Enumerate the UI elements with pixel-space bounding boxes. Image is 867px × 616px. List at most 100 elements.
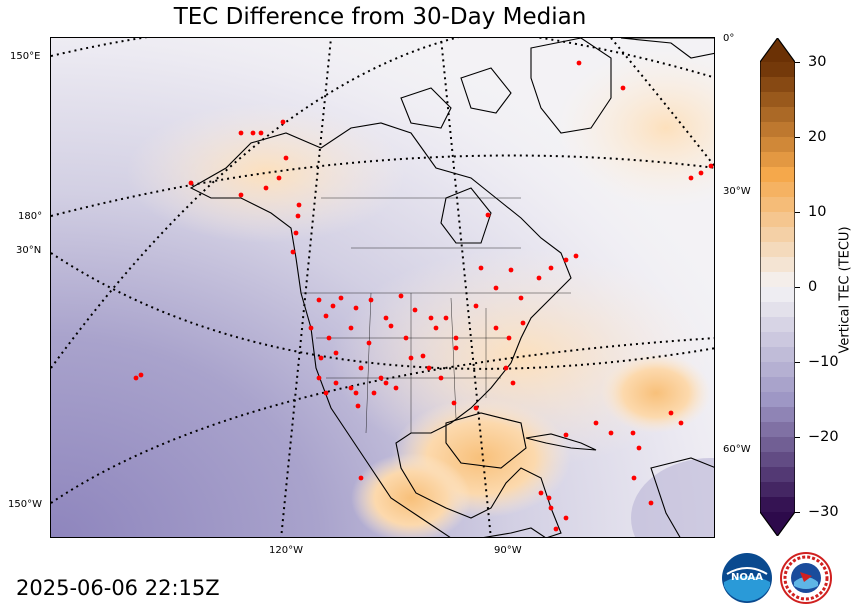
station-marker [563,515,569,521]
station-marker [403,335,409,341]
station-marker [333,380,339,386]
station-marker [412,307,418,313]
station-marker [473,303,479,309]
colorbar-max-fill [760,38,795,62]
nws-logo [780,552,832,604]
station-marker [353,305,359,311]
colorbar-tick-label: −10 [808,354,839,370]
colorbar-min-extension [760,511,795,536]
colorbar-tick-mark [795,437,800,438]
colorbar-band [760,182,795,198]
noaa-logo: NOAA [722,553,772,603]
colorbar-band [760,407,795,423]
political-boundaries [301,197,571,434]
station-marker [493,285,499,291]
station-marker [383,315,389,321]
colorbar-band [760,287,795,303]
station-marker [608,430,614,436]
station-marker [366,340,372,346]
station-marker [333,350,339,356]
station-marker [548,265,554,271]
lat-label-30n: 30°N [16,245,42,256]
station-marker [563,257,569,263]
colorbar-band [760,347,795,363]
colorbar-band [760,497,795,513]
station-marker [708,163,714,169]
colorbar-tick-label: 30 [808,54,827,70]
station-marker [478,265,484,271]
station-marker [563,432,569,438]
colorbar-bands [760,38,795,536]
coastlines [189,38,714,537]
lon-label-150e: 150°E [10,51,41,62]
station-marker [648,500,654,506]
station-marker [688,175,694,181]
station-marker [133,375,139,381]
colorbar-tick-mark [795,512,800,513]
station-marker [453,335,459,341]
colorbar-band [760,257,795,273]
station-marker [280,119,286,125]
station-marker [393,385,399,391]
station-marker [508,267,514,273]
station-marker [378,375,384,381]
station-marker [348,325,354,331]
chart-title: TEC Difference from 30-Day Median [173,4,587,30]
station-marker [636,445,642,451]
colorbar-tick-label: −30 [808,504,839,520]
colorbar-label: Vertical TEC (TECU) [837,226,853,354]
station-marker [290,249,296,255]
station-marker [250,130,256,136]
station-marker [338,295,344,301]
station-marker [293,230,299,236]
colorbar-band [760,467,795,483]
station-marker [323,390,329,396]
station-marker [368,297,374,303]
station-marker [546,495,552,501]
map-canvas [51,38,714,537]
station-marker [348,385,354,391]
colorbar-tick-mark [795,287,800,288]
station-marker [451,400,457,406]
station-marker [355,403,361,409]
station-marker [283,155,289,161]
station-marker [576,60,582,66]
station-marker [238,192,244,198]
lon-label-30w: 30°W [723,186,751,197]
station-marker [398,293,404,299]
station-marker [443,315,449,321]
colorbar-tick-label: 20 [808,129,827,145]
colorbar-band [760,92,795,108]
station-markers [133,60,714,532]
colorbar-tick-mark [795,62,800,63]
station-marker [678,420,684,426]
station-marker [388,323,394,329]
station-marker [353,390,359,396]
station-marker [593,420,599,426]
station-marker [323,313,329,319]
colorbar-band [760,197,795,213]
station-marker [383,380,389,386]
colorbar-tick-label: 0 [808,279,818,295]
station-marker [295,213,301,219]
station-marker [553,526,559,532]
station-marker [138,372,144,378]
station-marker [433,325,439,331]
colorbar [760,38,795,536]
station-marker [538,490,544,496]
colorbar-band [760,317,795,333]
station-marker [276,175,282,181]
colorbar-tick-mark [795,137,800,138]
station-marker [316,297,322,303]
colorbar-band [760,362,795,378]
station-marker [316,375,322,381]
lon-label-180: 180° [18,211,43,222]
colorbar-band [760,137,795,153]
lon-label-150w: 150°W [8,499,42,510]
station-marker [518,295,524,301]
station-marker [238,130,244,136]
station-marker [453,345,459,351]
station-marker [308,325,314,331]
lon-label-0: 0° [723,33,735,44]
colorbar-band [760,227,795,243]
